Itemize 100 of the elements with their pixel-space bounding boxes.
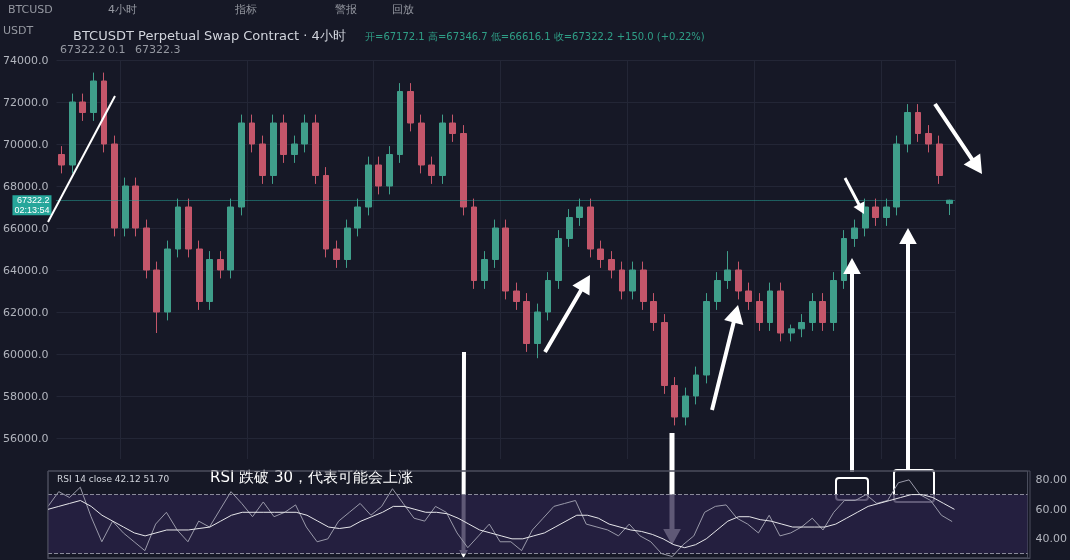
candlestick — [661, 313, 668, 395]
candlestick — [566, 208, 573, 248]
y-tick-label: 70000.0 — [2, 137, 49, 151]
candlestick — [682, 387, 689, 426]
candlestick — [185, 198, 192, 258]
candlestick — [397, 82, 403, 164]
candlestick — [407, 82, 414, 132]
candlestick — [619, 261, 625, 300]
text: 指标 — [234, 3, 257, 16]
candlestick — [788, 324, 795, 342]
candlestick — [90, 72, 97, 122]
y-tick-label: 72000.0 — [2, 95, 49, 109]
candlestick — [492, 219, 499, 269]
candlestick — [280, 114, 287, 164]
candlestick — [872, 198, 879, 227]
candlestick — [153, 261, 160, 334]
candlestick — [851, 219, 858, 248]
candlestick — [481, 250, 488, 290]
candlestick — [767, 282, 773, 332]
candlestick — [693, 366, 699, 405]
text: 4小时 — [108, 3, 137, 16]
ref-line-label: 67322.2 02:13:54 — [14, 195, 50, 216]
candlestick — [291, 135, 298, 164]
candlestick — [640, 261, 647, 311]
chart-title: BTCUSDT Perpetual Swap Contract · 4小时 — [73, 28, 346, 43]
candlestick — [745, 282, 752, 311]
candlestick — [904, 103, 911, 153]
text: 67322.3 — [135, 43, 181, 56]
candlestick — [58, 145, 65, 174]
y-tick-label: 68000.0 — [2, 179, 49, 193]
candlestick — [502, 219, 509, 300]
candlestick — [703, 292, 710, 384]
candlestick — [196, 240, 203, 311]
candlestick — [101, 72, 107, 153]
candlestick — [587, 198, 594, 258]
candlestick — [217, 250, 224, 279]
candlestick — [460, 124, 467, 216]
chart-title: RSI 14 close 42.12 51.70 — [57, 473, 170, 484]
candlestick — [534, 303, 541, 359]
candlestick — [608, 250, 615, 279]
candlestick — [270, 114, 277, 185]
candlestick — [735, 261, 742, 300]
text: 67322.2 — [60, 43, 106, 56]
text: 警报 — [335, 3, 357, 16]
candlestick — [249, 114, 255, 153]
candlestick — [915, 103, 921, 143]
candlestick — [714, 271, 721, 311]
candlestick — [809, 292, 816, 332]
text: 0.1 — [108, 43, 126, 56]
candlestick — [164, 240, 171, 321]
y-tick-label: 80.00 — [1035, 473, 1068, 487]
candlestick — [439, 114, 446, 185]
text: USDT — [3, 24, 34, 37]
candlestick — [471, 198, 477, 290]
candlestick — [777, 282, 784, 342]
candlestick — [175, 198, 181, 258]
candlestick — [227, 198, 234, 279]
candlestick — [883, 198, 890, 227]
candlestick — [936, 135, 943, 185]
candlestick — [513, 282, 520, 311]
candlestick — [69, 93, 76, 174]
annotation: RSI 跌破 30，代表可能会上涨 — [210, 467, 413, 486]
candlestick — [545, 271, 551, 321]
candlestick — [365, 156, 372, 216]
candlestick — [344, 219, 351, 269]
candlestick — [449, 114, 456, 143]
candlestick — [724, 250, 731, 290]
candlestick — [323, 166, 329, 258]
candlestick — [354, 198, 361, 237]
candlestick — [798, 313, 805, 338]
y-tick-label: 62000.0 — [2, 305, 49, 319]
candlestick — [312, 114, 319, 185]
y-tick-label: 56000.0 — [2, 431, 49, 445]
candlestick — [428, 156, 435, 185]
y-tick-label: 60.00 — [1035, 502, 1068, 516]
candlestick — [238, 114, 245, 216]
y-tick-label: 66000.0 — [2, 221, 49, 235]
candlestick — [132, 177, 139, 237]
candlestick — [386, 145, 393, 195]
candlestick — [418, 114, 425, 174]
candlestick — [143, 219, 150, 279]
candlestick — [206, 250, 213, 311]
candlestick — [946, 199, 953, 216]
candlestick — [576, 198, 583, 227]
candlestick — [259, 135, 266, 185]
y-tick-label: 64000.0 — [2, 263, 49, 277]
chart-subtitle: 开=67172.1 高=67346.7 低=66616.1 收=67322.2 +150.0 (+0.22%) — [365, 30, 705, 42]
candlestick — [893, 135, 900, 216]
candlestick — [555, 229, 562, 290]
candlestick — [650, 292, 657, 332]
y-tick-label: 74000.0 — [2, 53, 49, 67]
candlestick — [333, 240, 340, 269]
candlestick — [111, 135, 118, 237]
candlestick — [523, 292, 530, 353]
candlestick — [79, 93, 86, 122]
candlestick — [671, 376, 678, 426]
candlestick — [841, 229, 847, 290]
candlestick — [819, 292, 826, 332]
text: 回放 — [392, 3, 414, 16]
candlestick — [830, 271, 837, 332]
